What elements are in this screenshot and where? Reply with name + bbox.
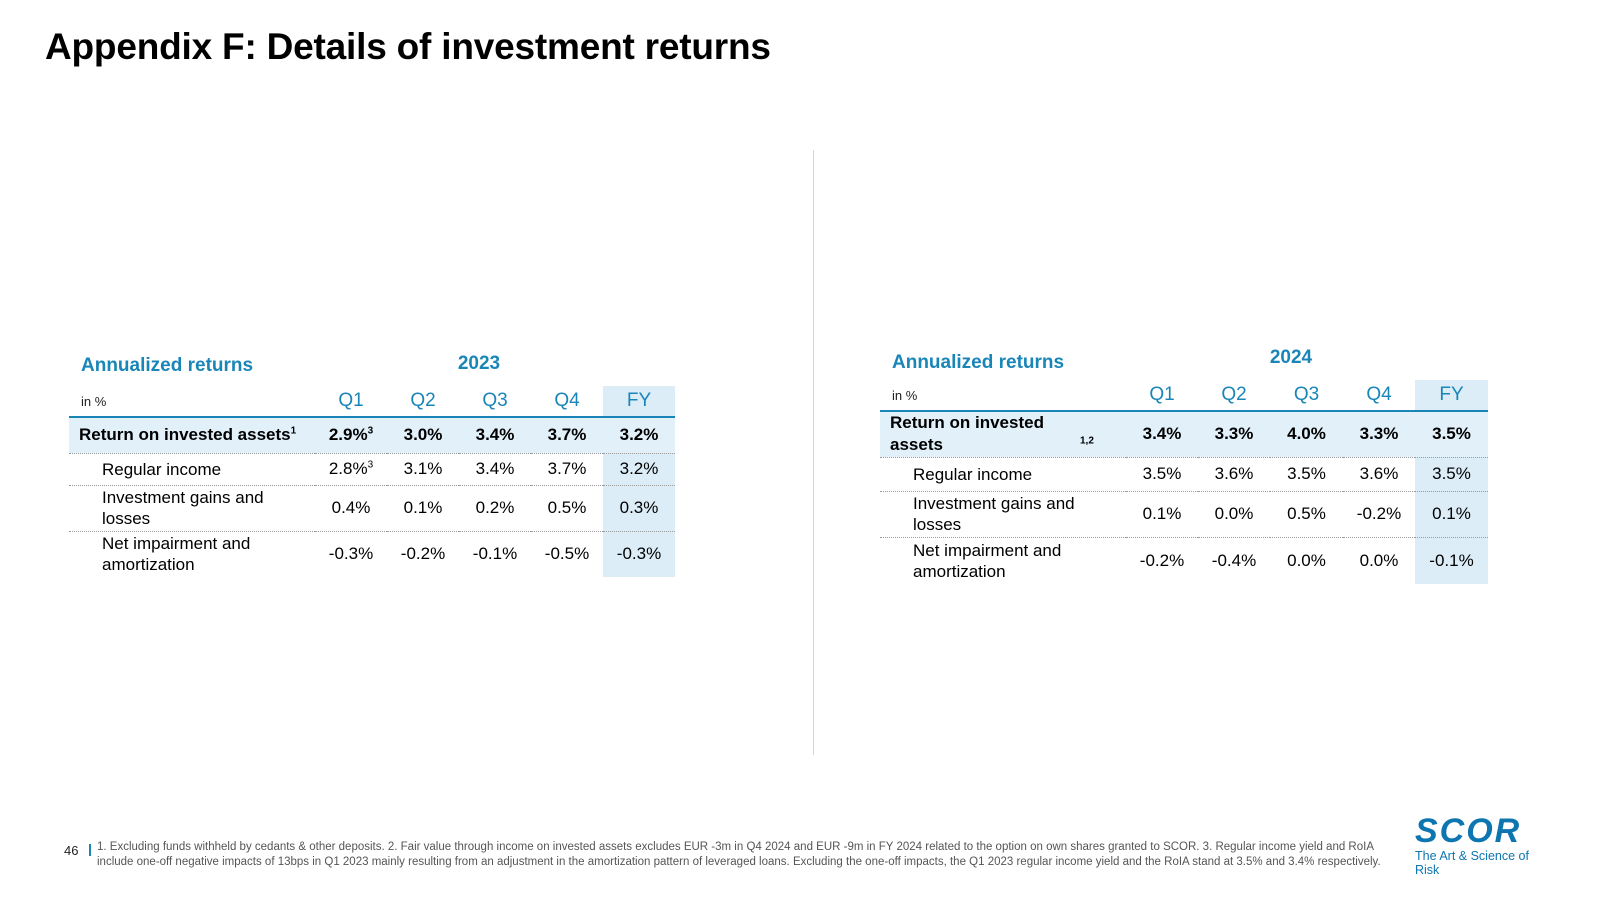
column-header-row: in % Q1 Q2 Q3 Q4 FY	[69, 386, 675, 418]
table-row: Net impairment and amortization -0.3% -0…	[69, 531, 675, 577]
col-header-fy: FY	[603, 386, 675, 418]
row-label: Net impairment and amortization	[913, 540, 1062, 581]
cell-q4: 3.7%	[531, 417, 603, 454]
footnote: 1. Excluding funds withheld by cedants &…	[97, 841, 1381, 868]
table-row: Investment gains and losses 0.1% 0.0% 0.…	[880, 491, 1488, 538]
cell-q4: -0.2%	[1343, 491, 1415, 538]
row-label: Return on invested assets 1,2	[880, 411, 1126, 458]
cell-q3: -0.1%	[472, 544, 518, 564]
col-header-q4: Q4	[531, 386, 603, 418]
cell-fy: 3.2%	[603, 453, 675, 486]
unit-label: in %	[880, 380, 1126, 412]
cell-q2: -0.2%	[400, 544, 446, 564]
column-header-row: in % Q1 Q2 Q3 Q4 FY	[880, 380, 1488, 412]
scor-logo: SCOR The Art & Science of Risk	[1415, 812, 1555, 877]
cell-q4: 3.3%	[1343, 411, 1415, 458]
cell-q2: 3.6%	[1198, 457, 1270, 492]
cell-q1: 3.5%	[1126, 457, 1198, 492]
cell-q4: -0.5%	[544, 544, 590, 564]
cell-fy: 0.1%	[1415, 491, 1488, 538]
cell-q3: 3.4%	[459, 453, 531, 486]
cell-q4: 3.6%	[1343, 457, 1415, 492]
cell-q3: 3.5%	[1270, 457, 1343, 492]
table-row: Regular income 2.8%3 3.1% 3.4% 3.7% 3.2%	[69, 453, 675, 486]
cell-fy: -0.1%	[1415, 537, 1488, 584]
cell-q2: 3.3%	[1198, 411, 1270, 458]
cell-fy: 3.2%	[603, 417, 675, 454]
cell-fy: 3.5%	[1415, 457, 1488, 492]
cell-q3: 3.4%	[459, 417, 531, 454]
page-number: 46	[64, 843, 79, 858]
cell-q2: -0.4%	[1211, 550, 1257, 570]
cell-fy: 0.3%	[603, 485, 675, 532]
cell-q4: 3.7%	[531, 453, 603, 486]
cell-q3: 0.5%	[1270, 491, 1343, 538]
row-label: Net impairment and amortization	[102, 534, 251, 575]
col-header-q2: Q2	[387, 386, 459, 418]
unit-label: in %	[69, 386, 315, 418]
col-header-q3: Q3	[1270, 380, 1343, 412]
returns-table-2024: Annualized returns 2024 in % Q1 Q2 Q3 Q4…	[880, 344, 1488, 594]
table-row: Regular income 3.5% 3.6% 3.5% 3.6% 3.5%	[880, 457, 1488, 492]
row-label: Regular income	[880, 457, 1126, 492]
cell-q4: 0.0%	[1359, 550, 1399, 570]
col-header-q1: Q1	[315, 386, 387, 418]
cell-q1: 3.4%	[1126, 411, 1198, 458]
cell-q1: 0.4%	[315, 485, 387, 532]
row-label: Return on invested assets1	[69, 417, 315, 454]
col-header-q2: Q2	[1198, 380, 1270, 412]
cell-q1: 2.8%3	[315, 453, 387, 486]
cell-q2: 3.0%	[387, 417, 459, 454]
data-grid: in % Q1 Q2 Q3 Q4 FY Return on invested a…	[69, 386, 675, 577]
returns-table-2023: Annualized returns 2023 in % Q1 Q2 Q3 Q4…	[69, 348, 675, 588]
data-grid: in % Q1 Q2 Q3 Q4 FY Return on invested a…	[880, 380, 1488, 584]
cell-q1: 0.1%	[1126, 491, 1198, 538]
col-header-fy: FY	[1415, 380, 1488, 412]
row-label: Investment gains and losses	[69, 485, 315, 532]
table-row: Net impairment and amortization -0.2% -0…	[880, 537, 1488, 584]
row-label: Investment gains and losses	[880, 491, 1126, 538]
page-title: Appendix F: Details of investment return…	[45, 26, 771, 67]
logo-wordmark: SCOR	[1415, 812, 1522, 850]
cell-fy: 3.5%	[1415, 411, 1488, 458]
table-row: Return on invested assets 1,2 3.4% 3.3% 4…	[880, 411, 1488, 458]
col-header-q3: Q3	[459, 386, 531, 418]
cell-q1: -0.3%	[328, 544, 374, 564]
year-label: 2024	[1269, 347, 1313, 368]
col-header-q1: Q1	[1126, 380, 1198, 412]
vertical-divider	[813, 150, 814, 755]
row-label: Regular income	[69, 453, 315, 486]
cell-q2: 0.0%	[1198, 491, 1270, 538]
annualized-returns-label: Annualized returns	[892, 352, 1065, 373]
year-label: 2023	[457, 353, 501, 374]
cell-q3: 0.0%	[1287, 550, 1326, 570]
cell-q1: -0.2%	[1139, 550, 1185, 570]
table-row: Investment gains and losses 0.4% 0.1% 0.…	[69, 485, 675, 532]
cell-q1: 2.9%3	[315, 417, 387, 454]
cell-q4: 0.5%	[531, 485, 603, 532]
col-header-q4: Q4	[1343, 380, 1415, 412]
cell-q3: 4.0%	[1270, 411, 1343, 458]
cell-q2: 0.1%	[387, 485, 459, 532]
page-number-separator	[89, 844, 91, 856]
cell-fy: -0.3%	[603, 531, 675, 577]
cell-q2: 3.1%	[387, 453, 459, 486]
table-row: Return on invested assets1 2.9%3 3.0% 3.…	[69, 417, 675, 454]
annualized-returns-label: Annualized returns	[81, 355, 254, 376]
logo-tagline: The Art & Science of Risk	[1415, 849, 1529, 877]
cell-q3: 0.2%	[459, 485, 531, 532]
